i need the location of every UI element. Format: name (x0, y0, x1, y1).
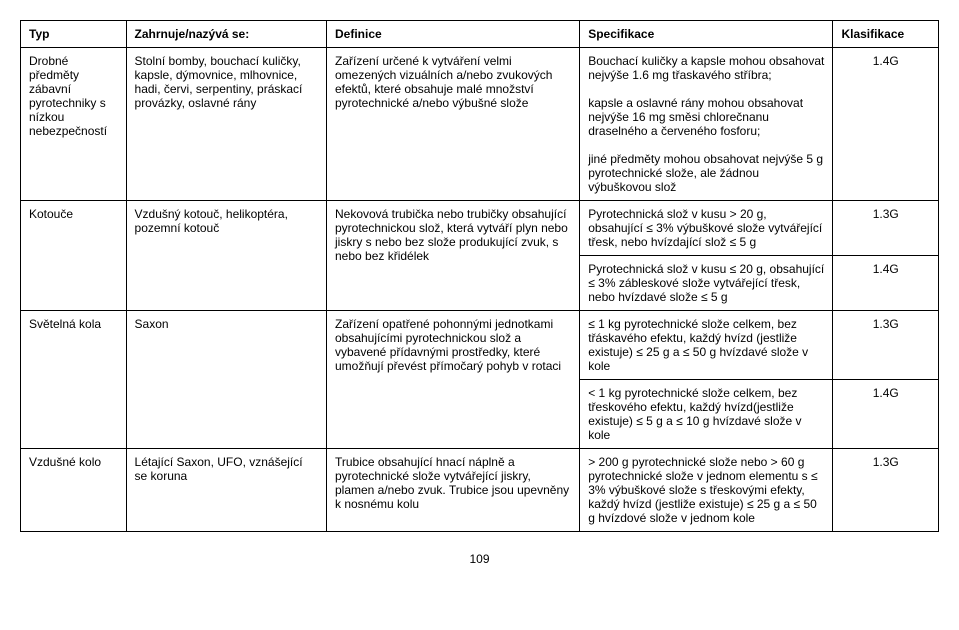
cell-zahrnuje: Vzdušný kotouč, helikoptéra, pozemní kot… (126, 201, 326, 311)
cell-definice: Trubice obsahující hnací náplně a pyrote… (326, 449, 579, 532)
cell-specifikace: Pyrotechnická slož v kusu ≤ 20 g, obsahu… (580, 256, 833, 311)
table-row: Světelná kolaSaxonZařízení opatřené poho… (21, 311, 939, 380)
table-row: Drobné předměty zábavní pyrotechniky s n… (21, 48, 939, 201)
cell-specifikace: ≤ 1 kg pyrotechnické slože celkem, bez t… (580, 311, 833, 380)
page-number: 109 (20, 552, 939, 566)
table-row: KotoučeVzdušný kotouč, helikoptéra, poze… (21, 201, 939, 256)
cell-definice: Nekovová trubička nebo trubičky obsahují… (326, 201, 579, 311)
cell-typ: Vzdušné kolo (21, 449, 127, 532)
cell-klasifikace: 1.3G (833, 311, 939, 380)
cell-klasifikace: 1.4G (833, 48, 939, 201)
table-row: Vzdušné koloLétající Saxon, UFO, vznášej… (21, 449, 939, 532)
cell-specifikace: > 200 g pyrotechnické slože nebo > 60 g … (580, 449, 833, 532)
pyrotechnics-table: Typ Zahrnuje/nazývá se: Definice Specifi… (20, 20, 939, 532)
header-klasifikace: Klasifikace (833, 21, 939, 48)
cell-zahrnuje: Stolní bomby, bouchací kuličky, kapsle, … (126, 48, 326, 201)
cell-specifikace: Bouchací kuličky a kapsle mohou obsahova… (580, 48, 833, 201)
cell-klasifikace: 1.3G (833, 201, 939, 256)
cell-definice: Zařízení určené k vytváření velmi omezen… (326, 48, 579, 201)
cell-zahrnuje: Saxon (126, 311, 326, 449)
cell-klasifikace: 1.3G (833, 449, 939, 532)
cell-klasifikace: 1.4G (833, 380, 939, 449)
header-zahrnuje: Zahrnuje/nazývá se: (126, 21, 326, 48)
header-definice: Definice (326, 21, 579, 48)
cell-zahrnuje: Létající Saxon, UFO, vznášející se korun… (126, 449, 326, 532)
cell-typ: Kotouče (21, 201, 127, 311)
table-header-row: Typ Zahrnuje/nazývá se: Definice Specifi… (21, 21, 939, 48)
cell-specifikace: Pyrotechnická slož v kusu > 20 g, obsahu… (580, 201, 833, 256)
cell-typ: Drobné předměty zábavní pyrotechniky s n… (21, 48, 127, 201)
header-typ: Typ (21, 21, 127, 48)
header-specifikace: Specifikace (580, 21, 833, 48)
cell-typ: Světelná kola (21, 311, 127, 449)
cell-specifikace: < 1 kg pyrotechnické slože celkem, bez t… (580, 380, 833, 449)
cell-definice: Zařízení opatřené pohonnými jednotkami o… (326, 311, 579, 449)
cell-klasifikace: 1.4G (833, 256, 939, 311)
